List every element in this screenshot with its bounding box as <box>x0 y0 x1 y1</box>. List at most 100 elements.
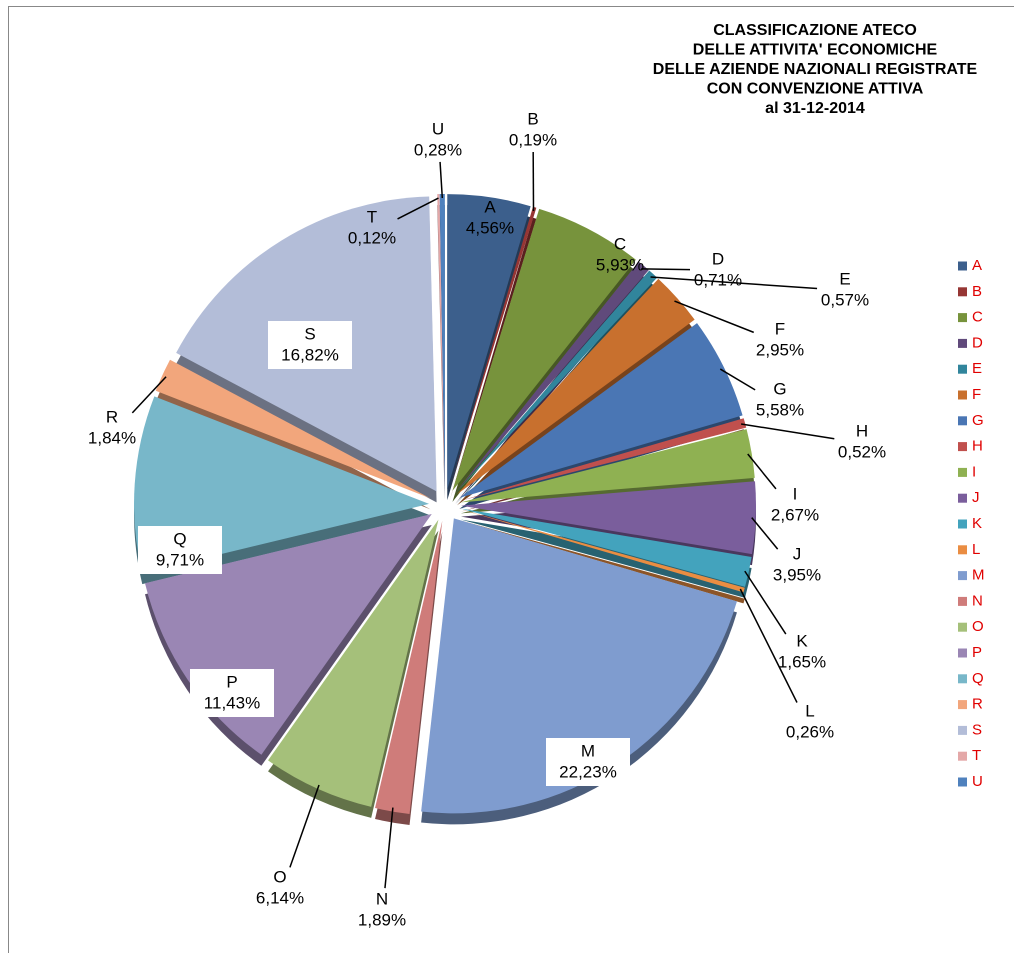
leader-line <box>744 570 787 635</box>
label-box <box>190 669 274 717</box>
legend-label: M <box>972 567 985 584</box>
legend-swatch <box>958 467 967 477</box>
leader-line <box>747 453 777 490</box>
slice-label: Q <box>173 529 186 548</box>
legend-label: J <box>972 489 980 506</box>
value-label: 0,57% <box>821 290 869 309</box>
legend-label: P <box>972 644 982 661</box>
slice <box>439 194 445 490</box>
slice-label: O <box>273 867 286 886</box>
legend-swatch <box>958 596 967 606</box>
leader-line <box>650 276 818 290</box>
value-label: 0,28% <box>414 140 462 159</box>
legend-label: R <box>972 696 983 713</box>
slice-label: F <box>775 319 785 338</box>
value-label: 0,52% <box>838 442 886 461</box>
value-label: 0,26% <box>786 722 834 741</box>
slice <box>455 261 649 493</box>
slice <box>460 418 747 501</box>
legend-swatch <box>958 390 967 400</box>
slice-label: A <box>484 197 496 216</box>
legend-label: F <box>972 386 981 403</box>
legend-swatch <box>958 751 967 761</box>
legend-label: T <box>972 747 981 764</box>
legend-swatch <box>958 364 967 374</box>
slice-label: M <box>581 741 595 760</box>
leader-line <box>439 161 444 199</box>
leader-line <box>719 368 756 391</box>
legend-swatch <box>958 571 967 581</box>
slice <box>268 519 439 807</box>
leader-line <box>397 197 439 220</box>
legend-swatch <box>958 493 967 503</box>
value-label: 3,95% <box>773 565 821 584</box>
slice <box>449 206 537 490</box>
leader-line <box>674 300 755 334</box>
value-label: 0,71% <box>694 270 742 289</box>
slice <box>421 518 737 814</box>
slice-label: P <box>226 672 237 691</box>
leader-line <box>384 807 394 889</box>
leader-line <box>131 376 167 414</box>
legend-swatch <box>958 416 967 426</box>
legend-label: I <box>972 463 976 480</box>
slice-label: H <box>856 421 868 440</box>
legend-swatch <box>958 700 967 710</box>
value-label: 0,12% <box>348 228 396 247</box>
slice-label: E <box>839 269 850 288</box>
chart-title: DELLE ATTIVITA' ECONOMICHE <box>693 42 938 59</box>
value-label: 2,95% <box>756 340 804 359</box>
chart-title: CLASSIFICAZIONE ATECO <box>713 22 917 39</box>
slice-label: T <box>367 207 377 226</box>
value-label: 11,43% <box>204 693 260 712</box>
value-label: 4,56% <box>466 218 514 237</box>
label-box <box>138 526 222 574</box>
value-label: 5,93% <box>596 255 644 274</box>
slice-label: D <box>712 249 724 268</box>
legend-swatch <box>958 545 967 555</box>
legend-label: K <box>972 515 982 532</box>
slice-label: L <box>805 701 814 720</box>
legend-swatch <box>958 287 967 297</box>
legend-label: U <box>972 773 983 790</box>
slice <box>456 278 695 495</box>
value-label: 16,82% <box>281 345 339 364</box>
chart-title: DELLE AZIENDE NAZIONALI REGISTRATE <box>653 61 978 78</box>
slice-label: G <box>773 379 786 398</box>
value-label: 1,65% <box>778 652 826 671</box>
slice <box>437 194 445 490</box>
leader-line <box>739 588 798 703</box>
slice <box>452 208 636 491</box>
value-label: 1,89% <box>358 910 406 929</box>
slice <box>459 323 743 498</box>
slice-label: J <box>793 544 802 563</box>
slice-label: S <box>304 324 315 343</box>
leader-line <box>751 517 779 550</box>
label-box <box>268 321 352 369</box>
legend-label: Q <box>972 670 984 687</box>
chart-title: CON CONVENZIONE ATTIVA <box>707 81 924 98</box>
legend-label: H <box>972 438 983 455</box>
legend-label: N <box>972 592 983 609</box>
legend-swatch <box>958 777 967 787</box>
leader-line <box>741 423 835 440</box>
slice-label: I <box>793 484 798 503</box>
leader-line <box>641 268 691 271</box>
legend-swatch <box>958 338 967 348</box>
slice <box>155 359 431 499</box>
legend-label: B <box>972 283 982 300</box>
slice-side <box>460 519 752 598</box>
leader-line <box>289 784 320 868</box>
legend-label: G <box>972 412 984 429</box>
value-label: 1,84% <box>88 428 136 447</box>
legend-label: C <box>972 309 983 326</box>
value-label: 0,19% <box>509 130 557 149</box>
slice <box>375 520 443 814</box>
slice-label: K <box>796 631 808 650</box>
legend-label: E <box>972 360 982 377</box>
value-label: 22,23% <box>559 762 617 781</box>
slice-label: N <box>376 889 388 908</box>
slice <box>460 508 752 587</box>
legend-label: O <box>972 618 984 635</box>
